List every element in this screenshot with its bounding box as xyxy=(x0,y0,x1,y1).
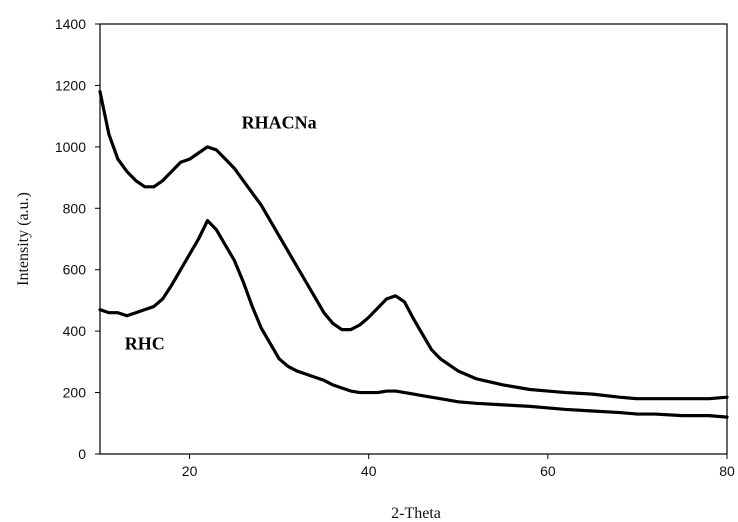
plot-border xyxy=(99,23,728,455)
series-layer xyxy=(98,89,729,419)
series-line-rhacna xyxy=(98,89,729,401)
y-tick-label: 800 xyxy=(63,200,87,216)
annotation-rhc: RHC xyxy=(125,334,165,354)
y-tick-label: 200 xyxy=(63,385,87,401)
x-axis-title: 2-Theta xyxy=(391,505,441,522)
annotation-rhacna: RHACNa xyxy=(242,112,317,132)
annotation-layer: RHACNa RHC xyxy=(125,112,317,353)
y-tick-label: 600 xyxy=(63,262,87,278)
plot-frame xyxy=(99,23,728,455)
y-tick-label: 0 xyxy=(78,446,86,462)
y-tick-label: 1400 xyxy=(55,16,86,32)
x-tick-label: 80 xyxy=(719,463,735,479)
y-axis-title: Intensity (a.u.) xyxy=(15,192,32,286)
y-tick-label: 1000 xyxy=(55,139,86,155)
x-tick-label: 60 xyxy=(540,463,556,479)
series-line-rhc xyxy=(98,218,729,419)
x-tick-label: 40 xyxy=(361,463,377,479)
y-tick-label: 400 xyxy=(63,323,87,339)
x-tick-label: 20 xyxy=(182,463,198,479)
y-tick-label: 1200 xyxy=(55,77,86,93)
